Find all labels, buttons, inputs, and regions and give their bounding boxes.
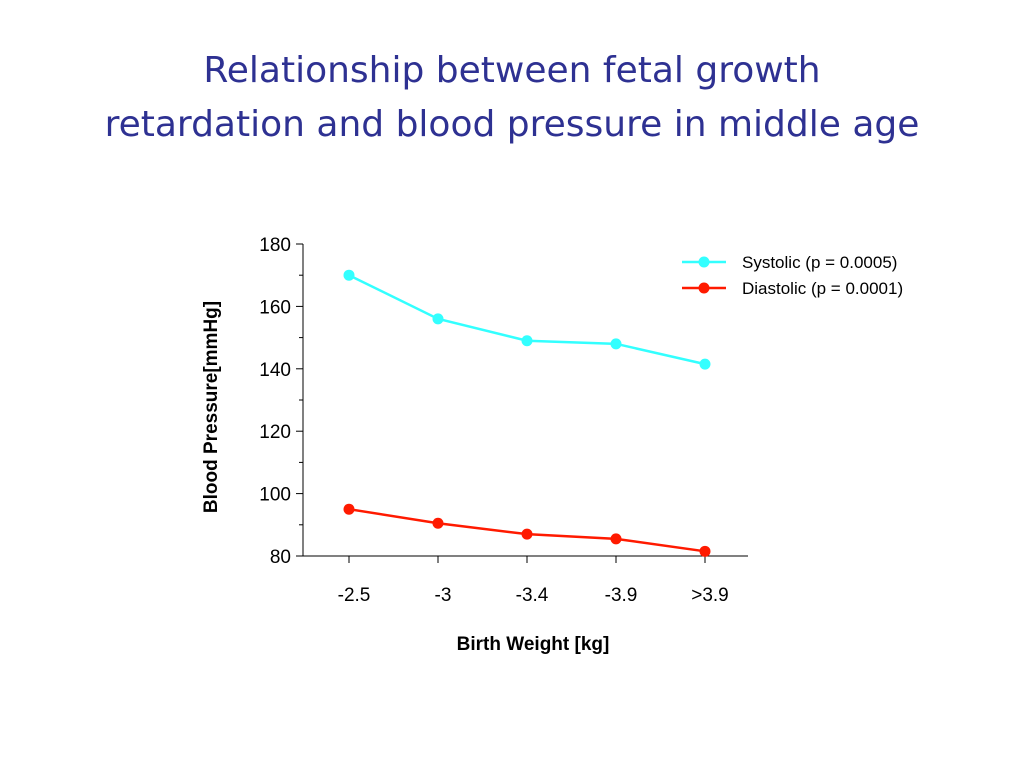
systolic-data-point <box>699 358 711 370</box>
systolic-data-point <box>432 313 444 325</box>
systolic-data-point <box>610 338 622 350</box>
diastolic-data-point <box>432 517 444 529</box>
x-tick-label: >3.9 <box>691 585 729 606</box>
chart-series <box>343 269 711 557</box>
diastolic-data-point <box>610 533 622 545</box>
legend-systolic-label: Systolic (p = 0.0005) <box>742 253 897 272</box>
x-axis-title: Birth Weight [kg] <box>457 634 610 655</box>
diastolic-data-point <box>521 528 533 540</box>
x-tick-label: -3.9 <box>605 585 638 606</box>
legend-diastolic-marker <box>698 282 710 294</box>
x-tick-label: -2.5 <box>338 585 371 606</box>
chart-legend: Systolic (p = 0.0005) Diastolic (p = 0.00… <box>682 253 903 298</box>
slide-title-line-2: retardation and blood pressure in middle… <box>104 104 920 145</box>
systolic-data-point <box>343 269 355 281</box>
systolic-data-point <box>521 335 533 347</box>
y-tick-label: 80 <box>270 547 291 568</box>
x-tick-label: -3.4 <box>516 585 549 606</box>
y-tick-label: 100 <box>259 485 291 506</box>
legend-systolic-marker <box>698 256 710 268</box>
slide-title-line-1: Relationship between fetal growth <box>203 50 821 91</box>
x-tick-label: -3 <box>435 585 452 606</box>
y-tick-label: 140 <box>259 360 291 381</box>
systolic-series-line <box>348 274 706 366</box>
y-tick-label: 180 <box>259 235 291 256</box>
y-axis-title: Blood Pressure[mmHg] <box>201 301 222 513</box>
y-tick-label: 120 <box>259 422 291 443</box>
legend-diastolic-label: Diastolic (p = 0.0001) <box>742 279 903 298</box>
y-tick-label: 160 <box>259 297 291 318</box>
diastolic-data-point <box>699 545 711 557</box>
diastolic-data-point <box>343 503 355 515</box>
slide-title: Relationship between fetal growth retard… <box>0 44 1024 152</box>
x-axis-ticks: -2.5 -3 -3.4 -3.9 >3.9 <box>338 556 729 606</box>
y-axis-ticks: 80 100 120 140 160 180 <box>259 235 303 568</box>
chart-axes <box>302 244 748 557</box>
